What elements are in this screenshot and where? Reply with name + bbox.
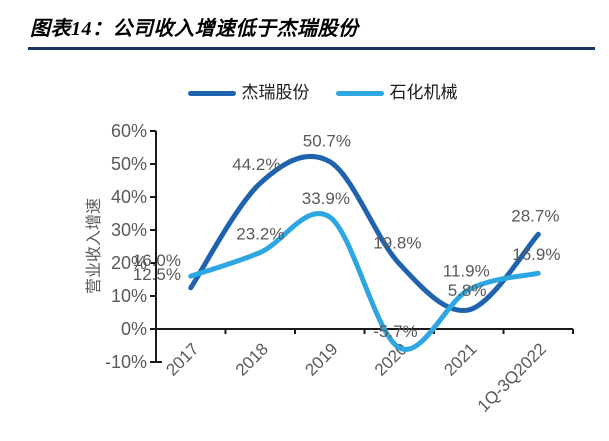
legend-line-swatch (187, 90, 236, 96)
data-label: 28.7% (511, 206, 559, 225)
legend-line-swatch (335, 90, 384, 96)
data-label: 19.8% (373, 234, 421, 253)
legend-item-2: 石化机械 (335, 83, 458, 103)
y-tick-label: 30% (111, 220, 147, 240)
title-rule (28, 47, 595, 50)
x-tick-label: 2020 (371, 339, 411, 379)
data-label: -5.7% (373, 322, 417, 341)
y-tick-label: -10% (105, 352, 147, 372)
x-tick-label: 2021 (440, 339, 480, 379)
y-axis-title: 营业收入增速 (85, 198, 103, 294)
series-line-1 (188, 153, 541, 313)
data-label: 44.2% (232, 155, 280, 174)
chart-legend: 杰瑞股份 石化机械 (0, 83, 609, 103)
legend-item-1: 杰瑞股份 (187, 83, 310, 103)
y-tick-label: 10% (111, 286, 147, 306)
data-label: 16.9% (512, 245, 560, 264)
data-label: 33.9% (302, 189, 350, 208)
data-label: 5.8% (448, 281, 487, 300)
y-tick-label: 40% (111, 187, 147, 207)
series-line-2 (188, 211, 541, 352)
x-tick-label: 1Q-3Q2022 (474, 339, 550, 415)
data-label: 50.7% (303, 132, 351, 151)
data-label: 23.2% (236, 224, 284, 243)
y-tick-label: 50% (111, 154, 147, 174)
data-label: 11.9% (443, 262, 490, 281)
legend-label: 杰瑞股份 (241, 83, 310, 102)
x-tick-label: 2017 (162, 339, 202, 379)
y-tick-label: 20% (111, 253, 147, 273)
y-tick-label: 60% (111, 121, 147, 141)
chart-title: 图表14：公司收入增速低于杰瑞股份 (30, 18, 359, 40)
y-tick-label: 0% (121, 319, 147, 339)
data-label: 16.0% (133, 251, 181, 270)
x-tick-label: 2018 (232, 339, 272, 379)
data-label: 12.5% (133, 265, 181, 284)
x-tick-label: 2019 (301, 339, 341, 379)
legend-label: 石化机械 (389, 83, 458, 102)
